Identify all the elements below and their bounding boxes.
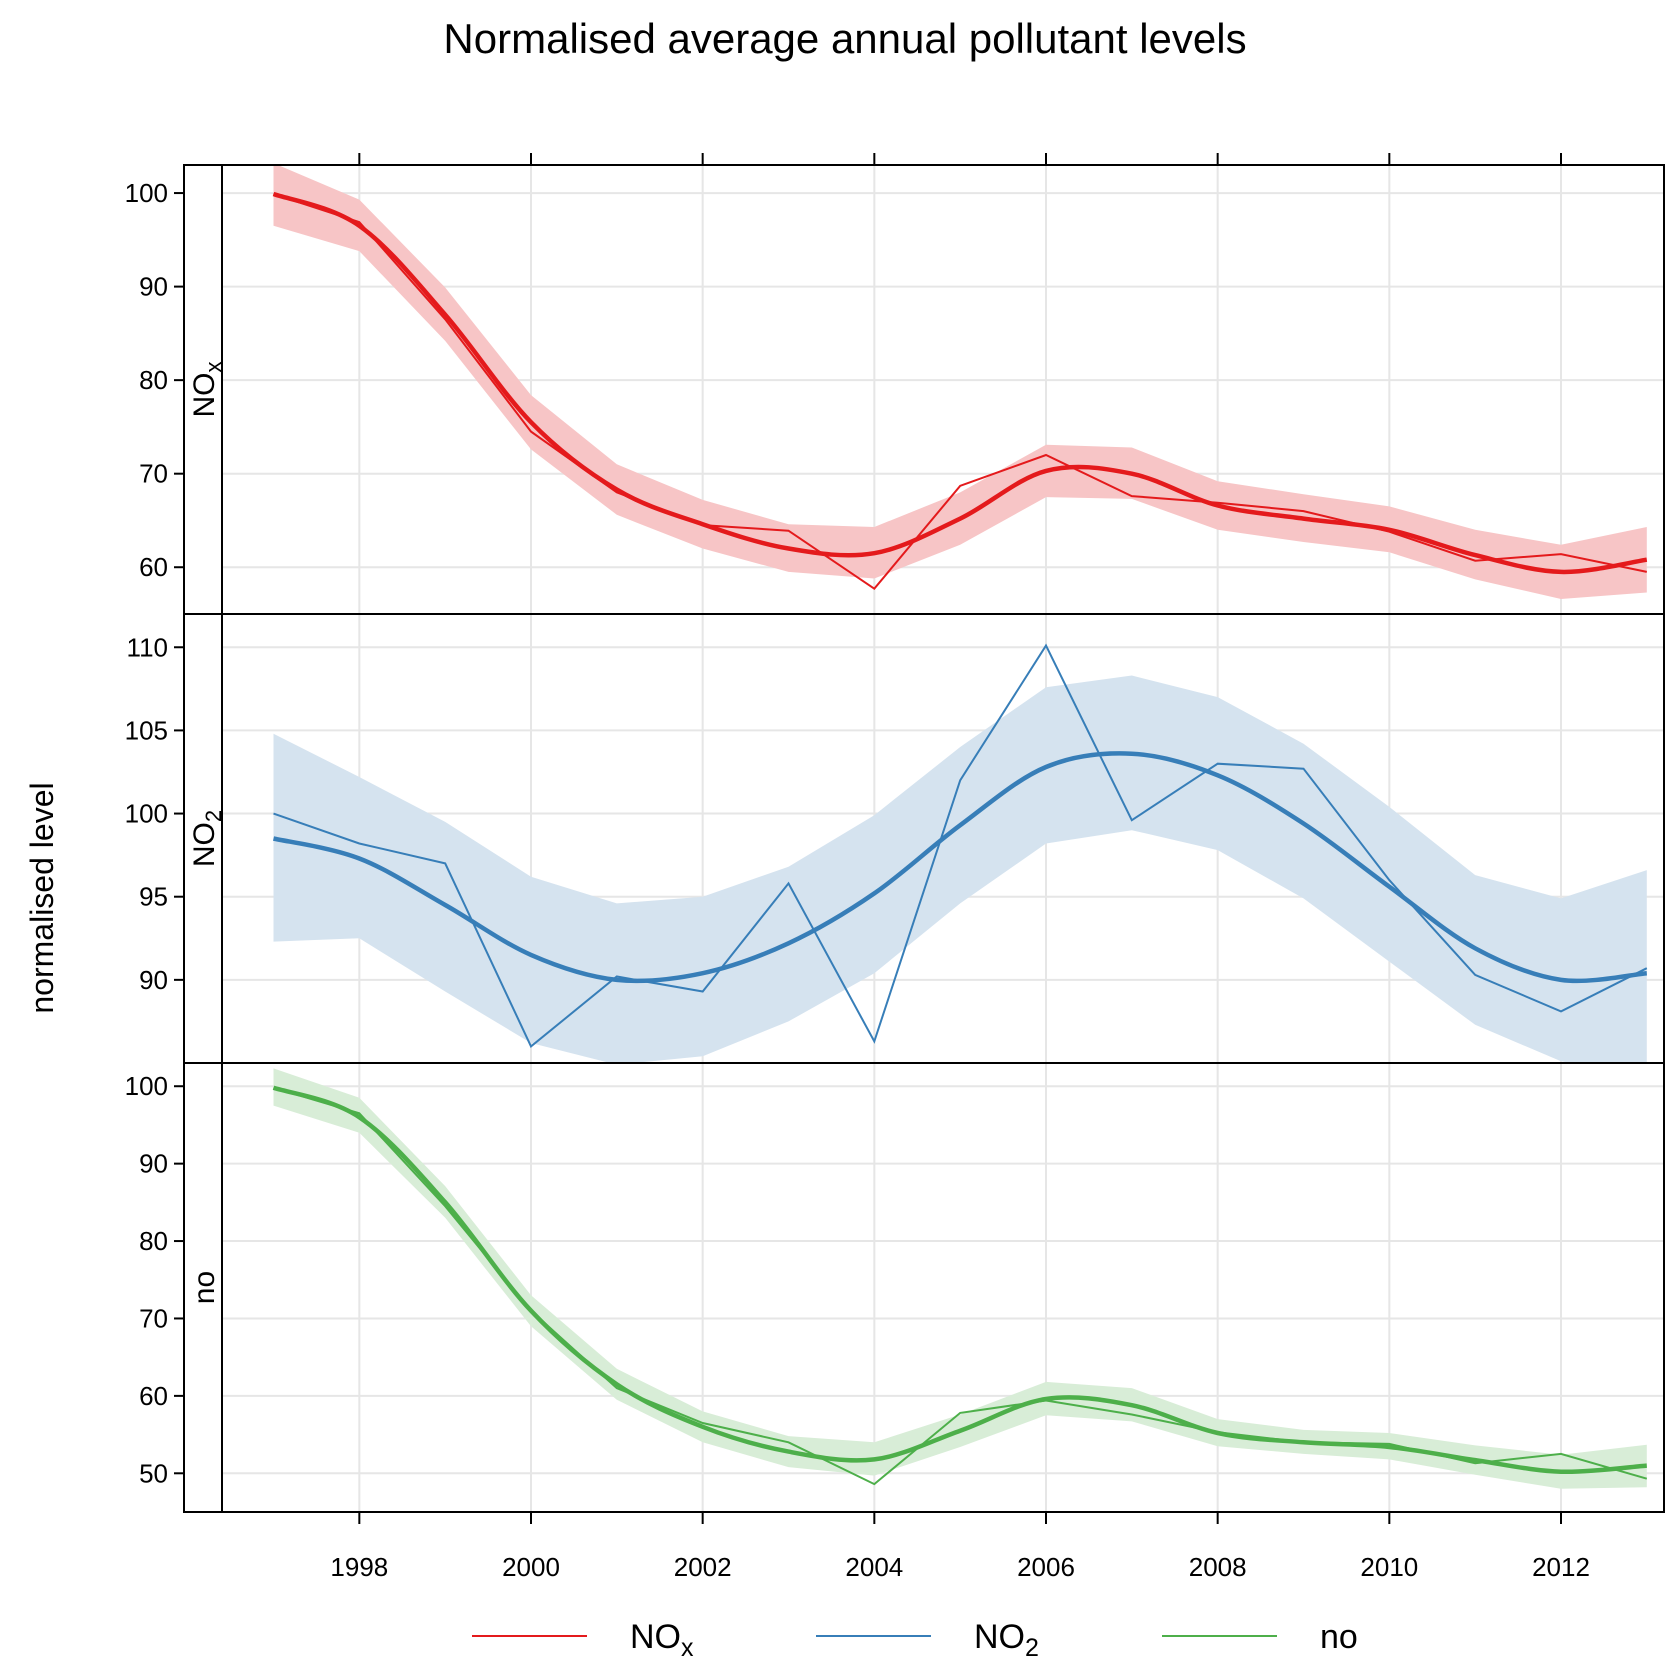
x-tick-label: 2004 xyxy=(845,1552,903,1582)
legend: NOx NO2 no xyxy=(472,1618,1358,1662)
panels: 60708090100NOx9095100105110NO25060708090… xyxy=(125,164,1665,1513)
panel-NO2: 90 95 100 105 110 NO2 xyxy=(125,613,1665,1064)
trend-line-NO2 xyxy=(272,751,1648,984)
legend-label-base: NO xyxy=(974,1618,1025,1656)
legend-item-NOx: NOx xyxy=(472,1618,694,1662)
y-tick-label: 80 xyxy=(139,1226,168,1256)
y-tick-label: 105 xyxy=(125,715,168,745)
x-tick-label: 2002 xyxy=(674,1552,732,1582)
legend-label: NOx xyxy=(630,1618,694,1662)
strip-label-NO2: NO2 xyxy=(188,810,226,867)
x-tick-label: 1998 xyxy=(330,1552,388,1582)
legend-label-base: NO xyxy=(630,1618,681,1656)
x-tick-label: 2008 xyxy=(1189,1552,1247,1582)
gridlines xyxy=(222,1063,1664,1512)
top-tick-marks xyxy=(358,153,1562,165)
y-tick-label: 50 xyxy=(139,1458,168,1488)
y-tick-label: 90 xyxy=(139,1149,168,1179)
y-tick-label: 70 xyxy=(139,459,168,489)
legend-label: NO2 xyxy=(974,1618,1039,1662)
y-tick-label: 60 xyxy=(139,552,168,582)
strip-label-sub: x xyxy=(201,362,226,373)
trend-line-no xyxy=(272,1085,1647,1475)
series-line-NO2 xyxy=(273,643,1648,1048)
y-tick-label: 100 xyxy=(125,799,168,829)
legend-label-sub: 2 xyxy=(1025,1634,1039,1662)
strip-label-no: no xyxy=(188,1271,221,1304)
legend-item-no: no xyxy=(1162,1618,1358,1656)
strip-label-base: NO xyxy=(188,822,221,867)
y-tick-label: 90 xyxy=(139,272,168,302)
y-tick-label: 110 xyxy=(127,632,168,662)
chart-title: Normalised average annual pollutant leve… xyxy=(443,15,1246,62)
gridlines xyxy=(222,165,1664,614)
y-tick-label: 95 xyxy=(139,882,168,912)
panel-no: 50 60 70 80 90 100 no xyxy=(125,1062,1665,1513)
y-tick-label: 70 xyxy=(139,1303,168,1333)
x-tick-label: 2006 xyxy=(1017,1552,1075,1582)
strip-label-NOx: NOx xyxy=(188,362,226,418)
strip-label-base: no xyxy=(188,1271,221,1304)
trend-line-NOx xyxy=(272,191,1648,575)
y-axis-label: normalised level xyxy=(24,782,60,1013)
y-tick-label: 90 xyxy=(139,965,168,995)
legend-label-sub: x xyxy=(681,1634,694,1662)
y-tick-label: 100 xyxy=(125,1071,168,1101)
legend-label: no xyxy=(1320,1618,1358,1656)
x-axis: 1998 2000 2002 2004 2006 2008 2010 2012 xyxy=(330,1512,1590,1582)
confidence-band-no xyxy=(273,1068,1647,1489)
y-tick-label: 80 xyxy=(139,365,168,395)
series-line-NOx xyxy=(273,193,1648,591)
x-tick-label: 2000 xyxy=(502,1552,560,1582)
confidence-band-NO2 xyxy=(273,675,1647,1063)
y-tick-label: 100 xyxy=(125,178,168,208)
strip-label-sub: 2 xyxy=(201,810,226,822)
y-tick-label: 60 xyxy=(139,1381,168,1411)
x-tick-label: 2010 xyxy=(1360,1552,1418,1582)
x-tick-label: 2012 xyxy=(1532,1552,1590,1582)
legend-label-base: no xyxy=(1320,1618,1358,1656)
legend-item-NO2: NO2 xyxy=(816,1618,1039,1662)
panel-frame xyxy=(183,1062,1665,1513)
panel-NOx: 60 70 80 90 100 NOx xyxy=(125,164,1665,615)
strip-label-base: NO xyxy=(188,373,221,418)
